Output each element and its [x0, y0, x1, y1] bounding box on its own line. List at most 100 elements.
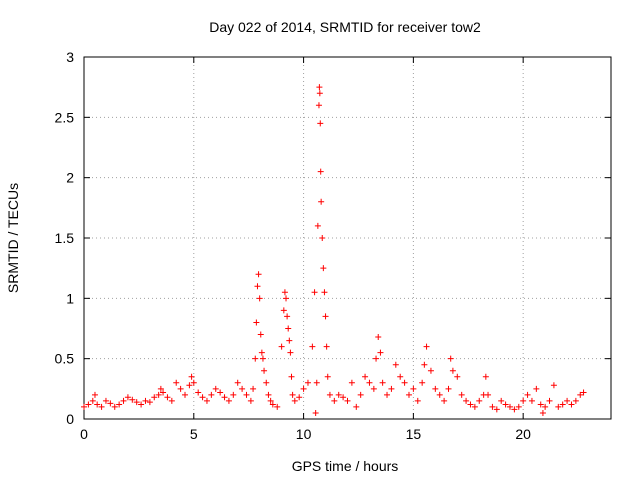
data-point: [568, 401, 575, 408]
data-point: [286, 337, 293, 344]
data-point: [373, 355, 380, 362]
data-point: [217, 389, 224, 396]
data-point: [195, 389, 202, 396]
data-point: [482, 373, 489, 380]
data-point: [291, 397, 298, 404]
data-point: [489, 403, 496, 410]
data-point: [316, 90, 323, 97]
data-point: [311, 289, 318, 296]
data-point: [344, 397, 351, 404]
data-point: [111, 403, 118, 410]
data-point: [267, 397, 274, 404]
x-tick-labels: 0 5 10 15 20: [80, 426, 531, 442]
data-point: [81, 403, 87, 410]
x-tick-label: 10: [296, 426, 312, 442]
data-point: [533, 385, 540, 392]
y-axis-label: SRMTID / TECUs: [5, 183, 21, 293]
data-point: [502, 401, 509, 408]
data-point: [296, 394, 303, 401]
data-point: [221, 394, 228, 401]
x-tick-label: 20: [515, 426, 531, 442]
data-point: [287, 349, 294, 356]
data-point: [559, 401, 566, 408]
data-point: [199, 394, 206, 401]
data-point: [580, 389, 587, 396]
data-point: [324, 373, 331, 380]
y-tick-label: 1: [66, 290, 74, 306]
data-point: [258, 349, 265, 356]
data-point: [146, 399, 153, 406]
data-point: [208, 391, 215, 398]
data-point: [94, 401, 101, 408]
plot-frame: [83, 56, 612, 420]
data-point: [177, 385, 184, 392]
data-point: [89, 397, 96, 404]
data-point: [449, 367, 456, 374]
data-point: [436, 391, 443, 398]
data-point: [427, 367, 434, 374]
data-point: [280, 307, 287, 314]
data-point: [188, 373, 195, 380]
data-point: [423, 343, 430, 350]
data-point: [124, 394, 131, 401]
data-point: [537, 401, 544, 408]
data-point: [252, 355, 259, 362]
x-tick-label: 0: [80, 426, 88, 442]
data-point: [278, 343, 285, 350]
data-point: [445, 385, 452, 392]
x-axis-label: GPS time / hours: [292, 458, 399, 474]
data-point: [515, 403, 522, 410]
data-point: [441, 397, 448, 404]
data-point: [317, 168, 324, 175]
x-tick-label: 5: [190, 426, 198, 442]
data-point: [255, 271, 262, 278]
data-point: [362, 373, 369, 380]
y-tick-label: 2.5: [55, 109, 75, 125]
data-point: [256, 295, 263, 302]
data-point: [157, 385, 164, 392]
data-point: [485, 391, 492, 398]
data-point: [129, 396, 136, 403]
data-point: [550, 382, 557, 389]
data-point: [340, 394, 347, 401]
data-point: [375, 333, 382, 340]
data-point: [160, 389, 167, 396]
data-point: [164, 394, 171, 401]
data-point: [419, 379, 426, 386]
data-point: [410, 385, 417, 392]
data-point: [120, 397, 127, 404]
data-point: [317, 120, 324, 127]
data-point: [388, 385, 395, 392]
data-point: [321, 289, 328, 296]
data-point: [168, 397, 175, 404]
data-point: [366, 379, 373, 386]
data-point: [384, 391, 391, 398]
data-point: [313, 379, 320, 386]
data-point: [370, 385, 377, 392]
data-point: [572, 397, 579, 404]
data-point: [315, 102, 322, 109]
x-tick-label: 15: [406, 426, 422, 442]
data-point: [281, 289, 288, 296]
data-point: [190, 379, 197, 386]
data-point: [107, 400, 114, 407]
data-point: [155, 391, 162, 398]
data-point: [102, 397, 109, 404]
data-point: [186, 382, 193, 389]
data-point: [454, 373, 461, 380]
y-tick-label: 0: [66, 411, 74, 427]
data-point: [528, 397, 535, 404]
data-point: [263, 379, 270, 386]
data-point: [98, 403, 105, 410]
data-point: [253, 319, 260, 326]
y-tick-labels: 0 0.5 1 1.5 2 2.5 3: [55, 49, 75, 427]
data-point: [259, 355, 266, 362]
data-point: [319, 235, 326, 241]
data-point: [476, 397, 483, 404]
data-point: [254, 283, 261, 290]
data-point: [212, 385, 219, 392]
data-point: [116, 401, 123, 408]
data-point: [447, 355, 454, 362]
data-point: [91, 391, 98, 398]
data-point: [401, 379, 408, 386]
